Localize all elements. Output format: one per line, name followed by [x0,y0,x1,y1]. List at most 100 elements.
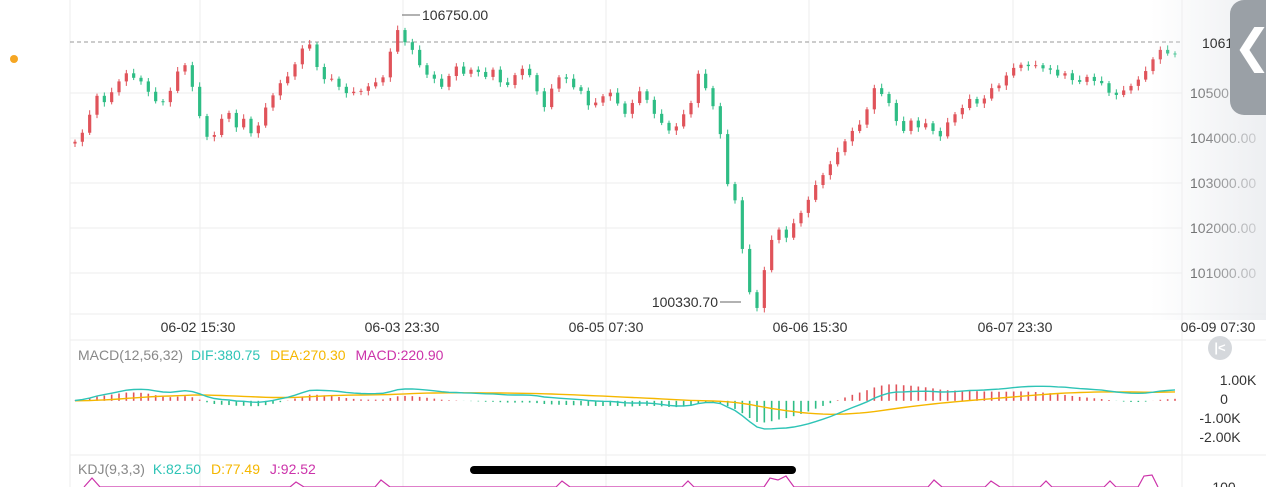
candle-down [205,116,209,137]
macd-y-tick: 0 [1220,391,1228,407]
macd-histogram [74,384,1176,423]
candle-down [711,88,715,107]
candle-down [161,101,165,103]
svg-text:MACD(12,56,32) DIF:380.7: MACD(12,56,32) DIF:380.75 DEA:270.30 MAC… [78,347,444,363]
candle-down [894,103,898,122]
macd-legend: MACD(12,56,32) DIF:380.75 DEA:270.30 MAC… [78,347,444,363]
home-indicator [470,466,796,474]
candle-down [748,248,752,293]
candle-up [1144,71,1148,80]
candle-down [322,66,326,80]
kdj-d-label: D:77.49 [211,461,260,477]
candle-up [447,76,451,87]
candle-down [154,91,158,102]
candle-down [755,292,759,308]
candle-down [586,90,590,106]
candle-up [806,199,810,213]
candle-up [381,77,385,83]
y-tick-label: 103000.00 [1190,175,1256,191]
candle-up [491,69,495,77]
candle-down [1114,92,1118,95]
candle-down [344,86,348,94]
collapse-left-icon[interactable]: |< [1208,336,1232,360]
candle-down [1026,64,1030,67]
macd-y-tick: -2.00K [1199,429,1241,445]
candle-up [73,141,77,144]
candle-up [513,75,517,86]
candle-up [293,64,297,77]
macd-y-tick: -1.00K [1199,410,1241,426]
candle-up [1151,59,1155,72]
candle-up [256,125,260,134]
candle-down [667,122,671,131]
candle-up [858,124,862,131]
candle-up [80,132,84,142]
candle-down [132,73,136,78]
candle-up [843,141,847,153]
back-chevron-icon[interactable]: ❮ [1233,18,1266,74]
candle-down [1100,80,1104,84]
candle-down [623,103,627,114]
candle-up [278,83,282,96]
candle-down [1107,83,1111,93]
candle-down [784,229,788,238]
y-tick-label: 104000.00 [1190,130,1256,146]
candle-down [645,91,649,100]
candle-down [249,118,253,134]
candle-up [953,114,957,123]
candle-up [872,88,876,110]
candle-up [374,82,378,87]
last-price-overlay: 10612 [1202,35,1241,51]
candle-up [682,114,686,127]
candle-down [704,73,708,89]
candle-up [997,85,1001,89]
candle-up [601,96,605,103]
candle-down [579,87,583,91]
candle-up [168,90,172,103]
kdj-k-label: K:82.50 [153,461,201,477]
candle-down [1092,76,1096,81]
kdj-y-tick: 100 [1212,479,1236,487]
candle-down [528,68,532,76]
kdj-legend: KDJ(9,3,3) K:82.50 D:77.49 J:92.52 [78,461,316,477]
candle-up [183,65,187,72]
candle-up [176,71,180,91]
dif-line [74,385,1176,430]
candle-down [535,75,539,92]
candle-up [454,66,458,77]
candle-down [931,123,935,131]
x-tick-label: 06-03 23:30 [365,319,440,335]
candle-up [557,77,561,89]
candle-up [550,88,554,108]
x-tick-label: 06-09 07:30 [1181,319,1256,335]
candle-down [234,112,238,128]
candle-down [975,98,979,104]
status-dot [10,55,18,63]
candle-down [1078,80,1082,82]
candle-up [674,126,678,131]
candle-up [396,30,400,52]
candle-up [968,98,972,108]
candle-up [271,95,275,108]
candle-down [484,71,488,77]
candle-up [836,152,840,165]
candle-up [352,91,356,94]
kdj-j-label: J:92.52 [270,461,316,477]
side-panel[interactable] [1230,0,1266,115]
macd-y-axis: 1.00K 0 -1.00K -2.00K [1199,372,1257,445]
candle-down [572,78,576,88]
candle-up [960,107,964,115]
x-tick-label: 06-06 15:30 [773,319,848,335]
candle-down [198,86,202,117]
candle-up [95,95,99,115]
candle-down [726,134,730,185]
candle-up [638,91,642,104]
candle-down [476,69,480,72]
candle-down [616,92,620,104]
candle-down [660,113,664,123]
macd-value-label: MACD:220.90 [355,347,443,363]
candle-up [792,223,796,238]
candle-down [1048,68,1052,70]
candle-up [469,69,473,74]
